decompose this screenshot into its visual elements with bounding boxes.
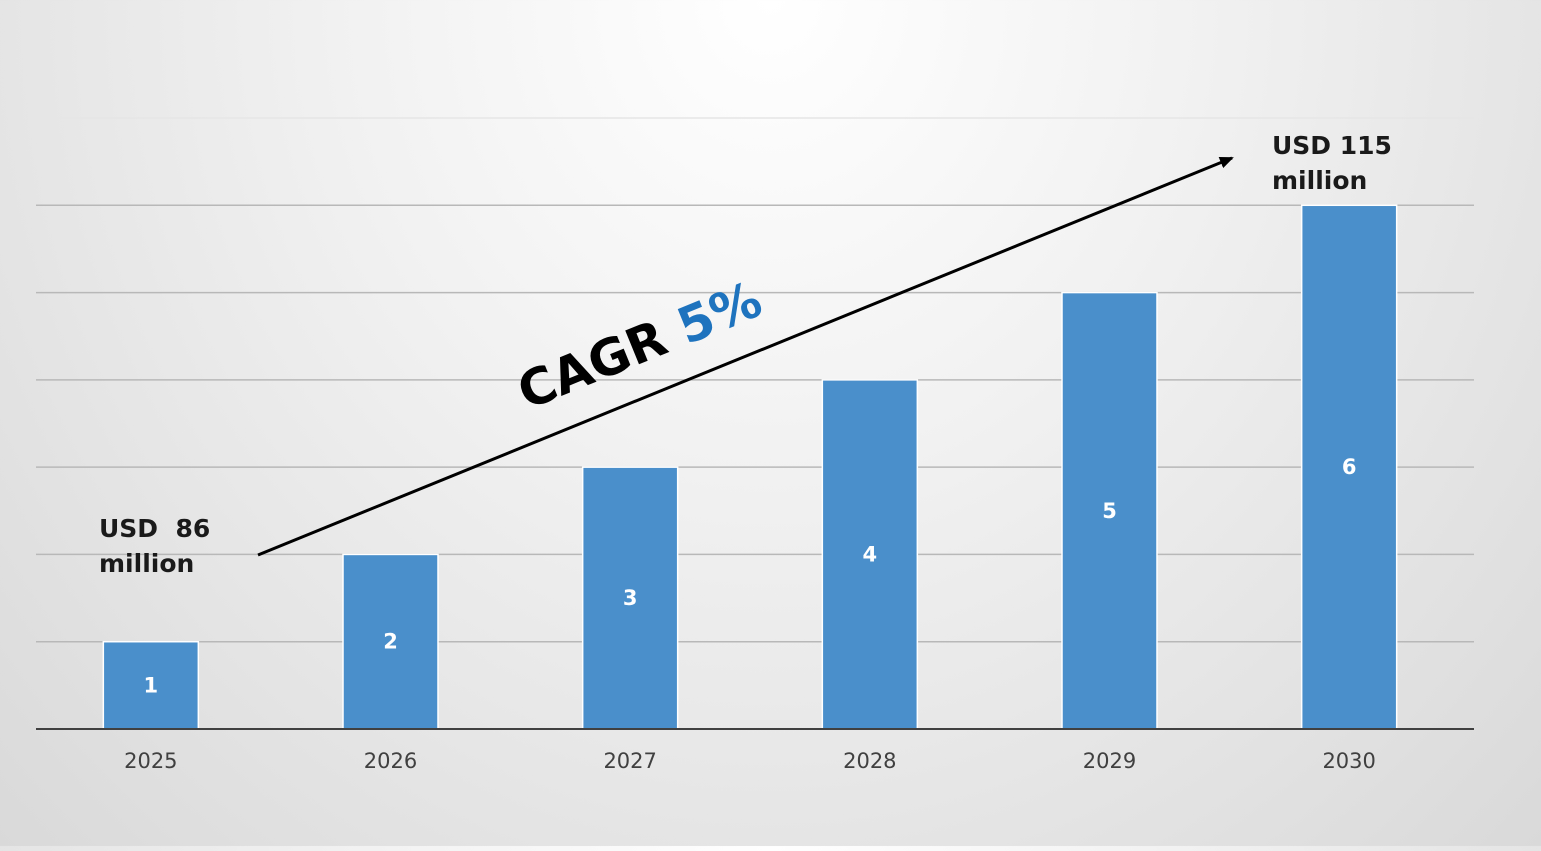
- end-value-line1: USD 115: [1272, 131, 1392, 160]
- x-tick-label: 2028: [843, 749, 896, 773]
- x-tick-label: 2025: [124, 749, 177, 773]
- x-tick-label: 2029: [1083, 749, 1136, 773]
- start-value-annotation: USD 86 million: [99, 514, 219, 578]
- start-value-line1: USD 86: [99, 514, 210, 543]
- bar-2028: [821, 379, 919, 730]
- bar-2030: [1300, 204, 1398, 730]
- bars: [102, 204, 1398, 730]
- x-tick-label: 2026: [364, 749, 417, 773]
- bar-2027: [581, 466, 679, 730]
- bar-data-label: 1: [144, 673, 159, 697]
- bar-data-label: 2: [383, 630, 398, 654]
- growth-arrow: [257, 156, 1234, 557]
- end-value-annotation: USD 115 million: [1272, 131, 1401, 195]
- gridlines: [36, 117, 1474, 643]
- cagr-prefix: CAGR: [510, 302, 691, 421]
- x-tick-label: 2030: [1322, 749, 1375, 773]
- bar-data-label: 5: [1102, 499, 1117, 523]
- bar-data-label: 6: [1342, 455, 1357, 479]
- x-axis-tick-labels: 2025 2026 2027 2028 2029 2030: [124, 749, 1376, 773]
- bar-data-label: 4: [863, 542, 878, 566]
- bar-2026: [342, 553, 439, 730]
- x-tick-label: 2027: [603, 749, 656, 773]
- bar-2029: [1061, 291, 1158, 730]
- end-value-line2: million: [1272, 166, 1367, 195]
- bar-data-labels: 1 2 3 4 5 6: [144, 455, 1357, 697]
- start-value-line2: million: [99, 549, 194, 578]
- bar-data-label: 3: [623, 586, 638, 610]
